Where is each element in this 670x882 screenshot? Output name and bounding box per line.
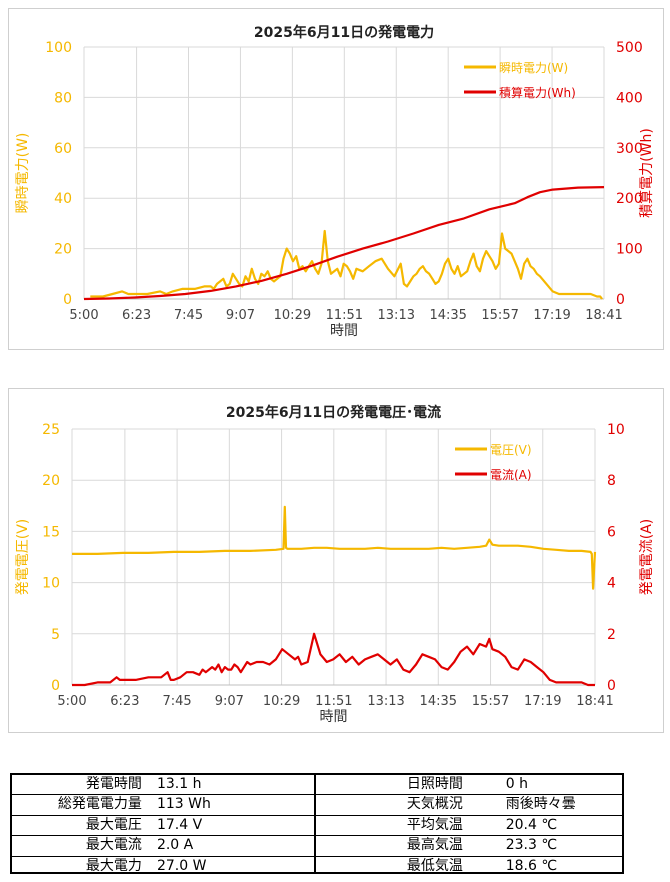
x-tick-label: 15:57 (472, 694, 509, 709)
summary-value: 雨後時々曇 (505, 796, 576, 813)
y2-tick-label: 4 (607, 576, 616, 592)
x-tick-label: 17:19 (533, 308, 570, 323)
y2-tick-label: 6 (607, 524, 616, 540)
summary-row: 日照時間 0 h (316, 775, 622, 796)
y2-axis-title: 積算電力(Wh) (639, 128, 655, 218)
series-line-primary (72, 505, 597, 590)
summary-label: 日照時間 (406, 776, 463, 792)
y-tick-label: 0 (51, 678, 60, 694)
summary-value: 13.1 h (156, 776, 202, 792)
summary-row: 最高気温 23.3 ℃ (316, 836, 622, 857)
series-line-primary (90, 229, 603, 300)
y-tick-label: 80 (54, 90, 72, 106)
y2-tick-label: 0 (607, 678, 616, 694)
summary-left-column: 発電時間 13.1 h 総発電電力量 113 Wh 最大電圧 17.4 V 最大電流 2… (12, 775, 316, 874)
x-tick-label: 9:07 (215, 694, 244, 709)
power-chart: 0 20 40 60 80 100 0 100 200 300 400 500 5:00 6:23 7:45… (15, 24, 655, 339)
summary-label: 発電時間 (85, 776, 142, 792)
chart-title: 2025年6月11日の発電電力 (254, 24, 434, 41)
y2-tick-label: 2 (607, 627, 616, 643)
summary-label: 最高気温 (406, 837, 463, 854)
series-line-secondary (83, 186, 605, 301)
y2-tick-label: 10 (607, 422, 625, 438)
x-tick-label: 14:35 (429, 308, 466, 323)
x-tick-label: 7:45 (174, 308, 203, 323)
x-tick-label: 10:29 (274, 308, 311, 323)
y-tick-label: 20 (42, 473, 60, 489)
x-tick-label: 18:41 (576, 694, 613, 709)
summary-label: 最大電流 (85, 837, 142, 854)
y-tick-label: 25 (42, 422, 60, 438)
x-tick-label: 14:35 (420, 694, 457, 709)
summary-row: 発電時間 13.1 h (12, 775, 314, 796)
legend-label: 積算電力(Wh) (499, 85, 576, 100)
x-axis-title: 時間 (330, 323, 358, 339)
y2-tick-label: 300 (616, 141, 643, 157)
y-tick-label: 40 (54, 191, 72, 207)
summary-right-column: 日照時間 0 h 天気概況 雨後時々曇 平均気温 20.4 ℃ 最高気温 23.3 ℃ … (316, 775, 622, 874)
summary-value: 23.3 ℃ (505, 837, 558, 854)
x-axis-title: 時間 (320, 709, 348, 725)
y-tick-label: 0 (63, 292, 72, 308)
summary-value: 18.6 ℃ (505, 857, 558, 874)
summary-row: 天気概況 雨後時々曇 (316, 795, 622, 816)
summary-value: 20.4 ℃ (505, 816, 558, 833)
summary-row: 最大電圧 17.4 V (12, 816, 314, 837)
summary-row: 総発電電力量 113 Wh (12, 795, 314, 816)
y-tick-label: 5 (51, 627, 60, 643)
power-chart-panel: 0 20 40 60 80 100 0 100 200 300 400 500 5:00 6:23 7:45… (8, 8, 664, 350)
y2-tick-label: 0 (616, 292, 625, 308)
x-tick-label: 7:45 (163, 694, 192, 709)
y-tick-label: 10 (42, 576, 60, 592)
x-tick-label: 5:00 (57, 694, 86, 709)
summary-label: 最低気温 (406, 857, 463, 874)
y-tick-label: 100 (45, 40, 72, 56)
summary-value: 113 Wh (156, 796, 211, 813)
x-tick-label: 5:00 (69, 308, 98, 323)
legend-label: 瞬時電力(W) (499, 61, 568, 75)
series-line-secondary (72, 632, 595, 687)
summary-row: 最大電力 27.0 W (12, 857, 314, 876)
x-tick-label: 6:23 (110, 694, 139, 709)
x-tick-label: 13:13 (367, 694, 404, 709)
x-tick-label: 13:13 (378, 308, 415, 323)
summary-value: 2.0 A (156, 837, 194, 854)
y-tick-label: 60 (54, 141, 72, 157)
y2-tick-label: 500 (616, 40, 643, 56)
chart-title: 2025年6月11日の発電電圧･電流 (226, 404, 441, 421)
x-tick-label: 17:19 (524, 694, 561, 709)
y2-tick-label: 8 (607, 473, 616, 489)
x-tick-label: 15:57 (481, 308, 518, 323)
y-axis-title: 瞬時電力(W) (15, 133, 31, 214)
y2-tick-label: 400 (616, 90, 643, 106)
y2-tick-label: 200 (616, 191, 643, 207)
summary-table: 発電時間 13.1 h 総発電電力量 113 Wh 最大電圧 17.4 V 最大電流 2… (10, 773, 624, 874)
summary-value: 0 h (505, 776, 528, 792)
summary-label: 最大電圧 (85, 816, 142, 833)
summary-value: 17.4 V (156, 816, 203, 833)
legend-label: 電圧(V) (490, 443, 532, 457)
voltage-current-chart-panel: 0 5 10 15 20 25 0 2 4 6 8 10 5:00 6:23 7:45 9:07 10:29 11… (8, 388, 664, 733)
y-tick-label: 15 (42, 524, 60, 540)
summary-row: 平均気温 20.4 ℃ (316, 816, 622, 837)
y2-axis-title: 発電電流(A) (639, 519, 655, 596)
summary-label: 天気概況 (406, 796, 463, 813)
summary-row: 最大電流 2.0 A (12, 836, 314, 857)
voltage-current-chart: 0 5 10 15 20 25 0 2 4 6 8 10 5:00 6:23 7:45 9:07 10:29 11… (15, 404, 655, 725)
y-tick-label: 20 (54, 242, 72, 258)
x-tick-label: 9:07 (226, 308, 255, 323)
y2-tick-label: 100 (616, 242, 643, 258)
x-tick-label: 18:41 (585, 308, 622, 323)
summary-label: 最大電力 (85, 857, 142, 874)
summary-value: 27.0 W (156, 857, 207, 874)
summary-label: 総発電電力量 (57, 796, 142, 813)
legend-label: 電流(A) (490, 468, 532, 482)
x-tick-label: 10:29 (263, 694, 300, 709)
x-tick-label: 6:23 (122, 308, 151, 323)
summary-label: 平均気温 (406, 816, 463, 833)
y-axis-title: 発電電圧(V) (15, 519, 31, 596)
summary-row: 最低気温 18.6 ℃ (316, 857, 622, 876)
x-tick-label: 11:51 (326, 308, 363, 323)
x-tick-label: 11:51 (315, 694, 352, 709)
